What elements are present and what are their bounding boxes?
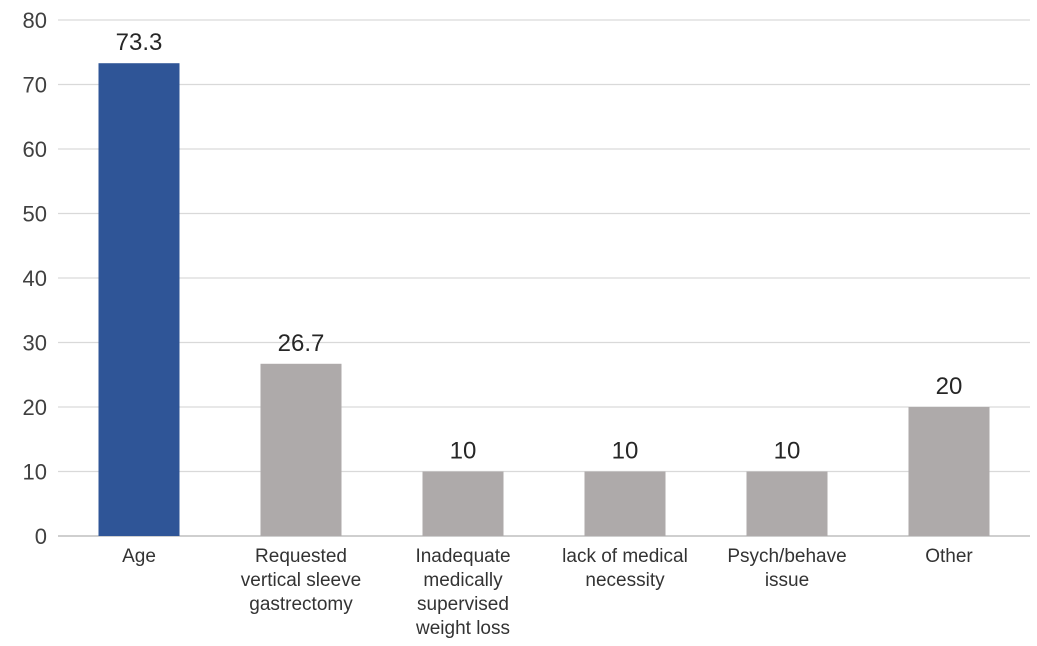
data-label: 26.7 (278, 330, 325, 357)
category-label: Other (925, 546, 973, 567)
category-label: Requested vertical sleeve gastrectomy (241, 546, 361, 615)
y-axis-ticks: 0 10 20 30 40 50 60 70 80 (23, 8, 47, 549)
y-tick-label: 30 (23, 331, 47, 356)
data-label: 10 (774, 438, 801, 465)
y-tick-label: 80 (23, 8, 47, 33)
data-label: 10 (450, 438, 477, 465)
bar (908, 407, 990, 536)
bar (422, 471, 504, 536)
bar (98, 63, 180, 537)
y-tick-label: 20 (23, 395, 47, 420)
category-label: lack of medical necessity (562, 546, 688, 591)
bar (746, 471, 828, 536)
y-tick-label: 40 (23, 266, 47, 291)
y-tick-label: 60 (23, 137, 47, 162)
data-label: 20 (936, 373, 963, 400)
category-label: Age (122, 546, 156, 567)
y-tick-label: 0 (35, 524, 47, 549)
category-label: Inadequate medically supervised weight loss (415, 546, 511, 639)
category-labels: Age Requested vertical sleeve gastrectomy In… (122, 546, 973, 639)
y-tick-label: 10 (23, 460, 47, 485)
bar (584, 471, 666, 536)
bar (260, 363, 342, 536)
data-label: 10 (612, 438, 639, 465)
category-label: Psych/behave issue (727, 546, 846, 591)
bars (98, 63, 990, 537)
y-tick-label: 70 (23, 73, 47, 98)
gridlines (58, 19, 1030, 537)
data-label: 73.3 (116, 29, 163, 56)
y-tick-label: 50 (23, 202, 47, 227)
data-labels: 73.3 26.7 10 10 10 20 (116, 29, 963, 464)
